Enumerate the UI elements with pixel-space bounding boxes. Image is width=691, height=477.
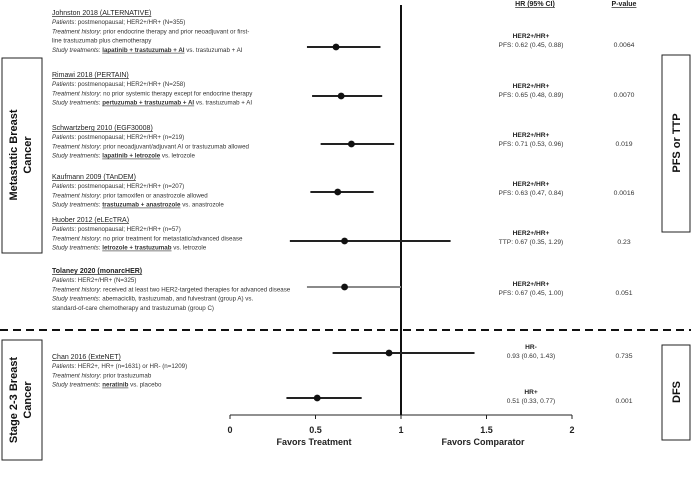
study-detail-line: Treatment history: no prior systemic the… [52, 90, 253, 97]
study-detail-line: Patients: postmenopausal; HER2+/HR+ (n=2… [52, 183, 184, 190]
x-tick-label: 0 [227, 425, 232, 435]
p-value-label: 0.051 [615, 290, 632, 297]
hr-column-header: HR (95% CI) [515, 1, 555, 8]
p-value-label: 0.735 [615, 353, 632, 360]
hr-estimate-label: PFS: 0.63 (0.47, 0.84) [499, 190, 564, 197]
subgroup-label: HER2+/HR+ [513, 132, 550, 139]
study-detail-line: Study treatments: lapatinib + trastuzuma… [52, 47, 243, 54]
stage23-group-label-line2: Cancer [22, 381, 34, 419]
study-detail-line: Patients: postmenopausal; HER2+/HR+ (N=3… [52, 19, 185, 26]
hr-point [313, 394, 321, 402]
x-tick-label: 0.5 [309, 425, 322, 435]
p-value-label: 0.019 [615, 141, 632, 148]
study-title: Kaufmann 2009 (TAnDEM) [52, 174, 136, 181]
x-label-favors-treatment: Favors Treatment [276, 437, 351, 447]
study-detail-line: line trastuzumab plus chemotherapy [52, 38, 152, 45]
p-value-column-header: P-value [612, 1, 637, 8]
metastatic-group-box [1, 57, 43, 254]
study-detail-line: Patients: postmenopausal; HER2+/HR+ (n=5… [52, 226, 181, 233]
study-title: Rimawi 2018 (PERTAIN) [52, 72, 129, 79]
x-label-favors-comparator: Favors Comparator [441, 437, 525, 447]
subgroup-label: HR- [525, 344, 537, 351]
study-detail-line: Study treatments: lapatinib + letrozole … [52, 153, 195, 160]
subgroup-label: HR+ [524, 389, 538, 396]
p-value-label: 0.0064 [614, 42, 635, 49]
p-value-label: 0.23 [617, 239, 630, 246]
pfs-ttp-box [661, 54, 691, 233]
study-title: Johnston 2018 (ALTERNATIVE) [52, 10, 151, 17]
subgroup-label: HER2+/HR+ [513, 33, 550, 40]
subgroup-label: HER2+/HR+ [513, 83, 550, 90]
subgroup-label: HER2+/HR+ [513, 281, 550, 288]
study-detail-line: Treatment history: prior neoadjuvant/adj… [52, 143, 250, 150]
study-detail-line: Patients: postmenopausal; HER2+/HR+ (n=2… [52, 134, 184, 141]
p-value-label: 0.001 [615, 398, 632, 405]
dfs-label: DFS [671, 381, 683, 403]
study-detail-line: Patients: postmenopausal; HER2+/HR+ (N=2… [52, 81, 185, 88]
hr-point [334, 188, 342, 196]
study-detail-line: Treatment history: prior endocrine thera… [52, 28, 249, 35]
hr-point [341, 237, 348, 245]
hr-point [332, 43, 340, 51]
study-detail-line: Patients: HER2+, HR+ (n=1631) or HR- (n=… [52, 363, 187, 370]
x-tick-label: 2 [569, 425, 574, 435]
study-title: Chan 2016 (ExteNET) [52, 354, 121, 361]
study-detail-line: Treatment history: received at least two… [52, 286, 291, 293]
estimate-marks [286, 43, 475, 402]
hr-estimate-label: PFS: 0.71 (0.53, 0.96) [499, 141, 564, 148]
p-value-label: 0.0070 [614, 92, 635, 99]
x-tick-label: 1.5 [480, 425, 493, 435]
study-detail-line: Study treatments: neratinib vs. placebo [52, 382, 162, 389]
subgroup-label: HER2+/HR+ [513, 181, 550, 188]
subgroup-label: HER2+/HR+ [513, 230, 550, 237]
hr-estimate-label: PFS: 0.67 (0.45, 1.00) [499, 290, 564, 297]
study-title: Tolaney 2020 (monarcHER) [52, 268, 142, 275]
study-detail-line: Treatment history: no prior treatment fo… [52, 235, 243, 242]
hr-estimate-label: PFS: 0.65 (0.48, 0.89) [499, 92, 564, 99]
study-detail-line: Patients: HER2+/HR+ (N=325) [52, 277, 136, 284]
hr-estimate-label: PFS: 0.62 (0.45, 0.88) [499, 42, 564, 49]
study-title: Schwartzberg 2010 (EGF30008) [52, 125, 153, 132]
study-detail-line: Study treatments: letrozole + trastuzuma… [52, 245, 207, 252]
metastatic-group-label-line2: Cancer [22, 136, 34, 174]
hr-point [337, 92, 345, 100]
dfs-box [661, 344, 691, 441]
stage23-group-label-line1: Stage 2-3 Breast [8, 357, 20, 444]
study-detail-line: Study treatments: trastuzumab + anastroz… [52, 202, 224, 209]
study-detail-line: Study treatments: pertuzumab + trastuzum… [52, 100, 252, 107]
study-detail-line: Treatment history: prior tamoxifen or an… [52, 192, 208, 199]
hr-estimate-label: TTP: 0.67 (0.35, 1.29) [499, 239, 564, 246]
study-detail-line: standard-of-care chemotherapy and trastu… [52, 305, 214, 312]
p-value-label: 0.0016 [614, 190, 635, 197]
hr-estimate-label: 0.93 (0.60, 1.43) [507, 353, 555, 360]
metastatic-group-label-line1: Metastatic Breast [8, 109, 20, 200]
hr-point [385, 349, 393, 357]
pfs-ttp-label: PFS or TTP [671, 113, 683, 172]
hr-point [341, 283, 348, 291]
estimate-labels: HER2+/HR+ PFS: 0.62 (0.45, 0.88) 0.0064 HER… [499, 33, 635, 405]
hr-point [348, 140, 355, 148]
study-detail-line: Study treatments: abemaciclib, trastuzum… [52, 296, 253, 303]
study-title: Huober 2012 (eLEcTRA) [52, 217, 129, 224]
hr-estimate-label: 0.51 (0.33, 0.77) [507, 398, 555, 405]
study-descriptions: Johnston 2018 (ALTERNATIVE) Patients: pos… [52, 10, 291, 389]
study-detail-line: Treatment history: prior trastuzumab [52, 372, 152, 379]
x-axis-ticks: 0 0.5 1 1.5 2 [227, 415, 575, 435]
x-tick-label: 1 [398, 425, 403, 435]
stage23-group-box [1, 339, 43, 461]
